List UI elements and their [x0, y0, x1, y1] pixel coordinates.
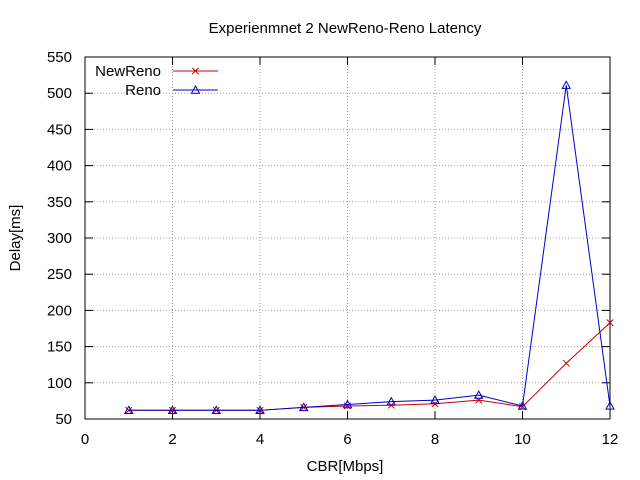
y-tick-label: 50: [55, 411, 72, 428]
data-point-reno: [561, 80, 572, 89]
x-tick-label: 6: [343, 431, 351, 448]
plot-area-border: [84, 56, 611, 420]
chart-title: Experienmnet 2 NewReno-Reno Latency: [209, 20, 482, 37]
data-point-reno: [473, 390, 484, 399]
y-tick-label: 550: [47, 49, 72, 66]
series-line-reno: [128, 85, 611, 411]
x-axis-label: CBR[Mbps]: [307, 458, 384, 475]
legend: NewReno Reno: [95, 63, 218, 99]
data-point-reno: [211, 405, 222, 415]
x-tick-label: 0: [81, 431, 89, 448]
y-tick-label: 150: [47, 339, 72, 356]
data-point-newreno: [562, 359, 570, 367]
x-tick-label: 12: [602, 431, 619, 448]
data-point-reno: [386, 396, 397, 406]
x-tick-label: 4: [256, 431, 264, 448]
legend-marker-newreno: [191, 67, 200, 75]
axis-ticks: 50 100 150 200 250 300 350 400 450 500 550 0 2 4 6 8 10 1…: [47, 49, 618, 448]
legend-label-newreno: NewReno: [95, 63, 161, 80]
series-line-newreno: [128, 322, 611, 411]
y-tick-label: 200: [47, 302, 72, 319]
x-tick-label: 2: [168, 431, 176, 448]
data-point-reno: [167, 405, 178, 415]
data-point-reno: [342, 399, 353, 409]
x-tick-label: 8: [431, 431, 439, 448]
series-newreno: [125, 319, 614, 414]
data-point-reno: [517, 400, 528, 410]
grid-lines: [85, 57, 610, 419]
data-point-reno: [298, 402, 309, 412]
legend-label-reno: Reno: [125, 82, 161, 99]
y-tick-label: 500: [47, 85, 72, 102]
y-tick-label: 350: [47, 194, 72, 211]
y-tick-label: 250: [47, 266, 72, 283]
y-tick-label: 400: [47, 158, 72, 175]
y-tick-label: 300: [47, 230, 72, 247]
y-tick-label: 100: [47, 375, 72, 392]
data-point-reno: [605, 400, 615, 410]
series-layer: [123, 80, 615, 415]
data-point-reno: [430, 395, 440, 404]
y-tick-label: 450: [47, 121, 72, 138]
x-tick-label: 10: [514, 431, 531, 448]
legend-marker-reno: [190, 84, 201, 94]
series-reno: [123, 80, 615, 415]
data-point-reno: [123, 405, 134, 415]
y-axis-label: Delay[ms]: [7, 205, 24, 272]
data-point-reno: [255, 405, 265, 415]
data-point-newreno: [606, 319, 614, 327]
